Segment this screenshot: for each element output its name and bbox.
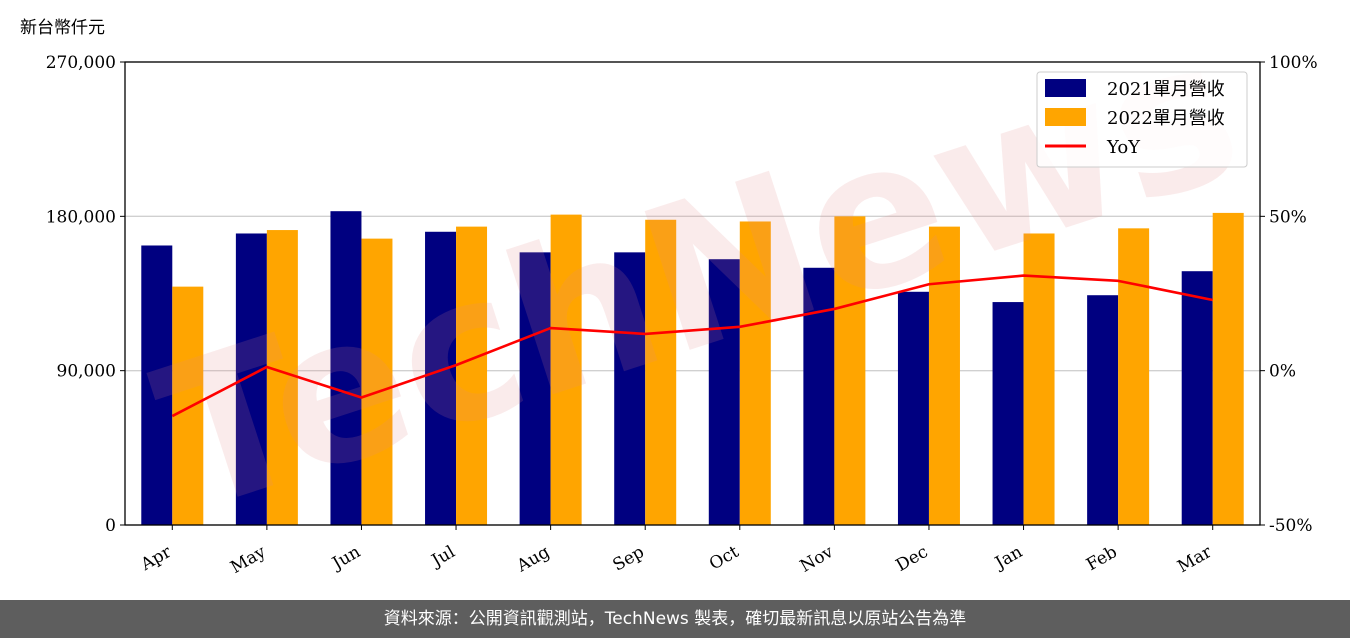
- y-axis-unit-label: 新台幣仟元: [20, 18, 105, 38]
- y-tick-label: 0: [105, 516, 116, 536]
- x-tick-label: Apr: [137, 542, 176, 576]
- x-tick-label: Nov: [797, 542, 837, 577]
- bar: [645, 219, 677, 525]
- y2-tick-label: 100%: [1269, 53, 1318, 73]
- x-tick-label: Sep: [609, 542, 647, 576]
- legend: 2021單月營收 2022單月營收 YoY: [1036, 71, 1248, 168]
- y2-tick-label: -50%: [1269, 516, 1313, 536]
- x-tick-label: Mar: [1174, 542, 1216, 578]
- bar: [266, 230, 298, 525]
- bar: [992, 302, 1024, 525]
- bar: [834, 216, 866, 526]
- y2-tick-label: 0%: [1269, 362, 1296, 382]
- legend-label: YoY: [1106, 137, 1141, 158]
- y-tick-label: 90,000: [57, 362, 116, 382]
- y2-tick-label: 50%: [1269, 207, 1307, 227]
- footer-source-note: 資料來源：公開資訊觀測站，TechNews 製表，確切最新訊息以原站公告為準: [0, 600, 1350, 638]
- legend-swatch: [1045, 79, 1086, 97]
- bar: [1023, 233, 1055, 525]
- x-tick-label: Dec: [893, 542, 932, 576]
- bar: [456, 226, 488, 525]
- bar: [1118, 228, 1150, 525]
- bar: [614, 252, 646, 525]
- bar: [897, 291, 929, 525]
- bar: [330, 211, 362, 525]
- bar: [361, 238, 393, 526]
- legend-swatch: [1045, 108, 1086, 126]
- x-tick-label: Oct: [706, 542, 742, 575]
- bar: [1181, 271, 1213, 525]
- legend-box: [1036, 71, 1248, 168]
- bar: [708, 259, 740, 525]
- yoy-line: [171, 274, 1213, 418]
- legend-label: 2021單月營收: [1107, 79, 1225, 100]
- bar: [739, 221, 771, 525]
- x-tick-label: Aug: [513, 542, 554, 577]
- x-tick-label: Jan: [990, 542, 1026, 574]
- bars: [141, 211, 1244, 526]
- yoy-line-layer: [171, 274, 1213, 418]
- bar: [1212, 212, 1244, 526]
- plot-frame: [124, 61, 1261, 526]
- bar: [928, 226, 960, 525]
- bar: [550, 214, 582, 525]
- bar: [172, 286, 204, 525]
- y-tick-label: 270,000: [46, 53, 116, 73]
- bar: [425, 231, 457, 525]
- bar: [519, 252, 551, 525]
- x-tick-label: Jul: [427, 542, 459, 572]
- legend-label: 2022單月營收: [1107, 108, 1225, 129]
- bar: [141, 245, 173, 526]
- bar: [1087, 295, 1119, 525]
- x-tick-label: Feb: [1083, 542, 1121, 575]
- chart: 新台幣仟元 TechNews 090,000180,000270,000-50%…: [20, 0, 1318, 578]
- y-tick-label: 180,000: [46, 207, 116, 227]
- x-tick-label: Jun: [327, 542, 364, 575]
